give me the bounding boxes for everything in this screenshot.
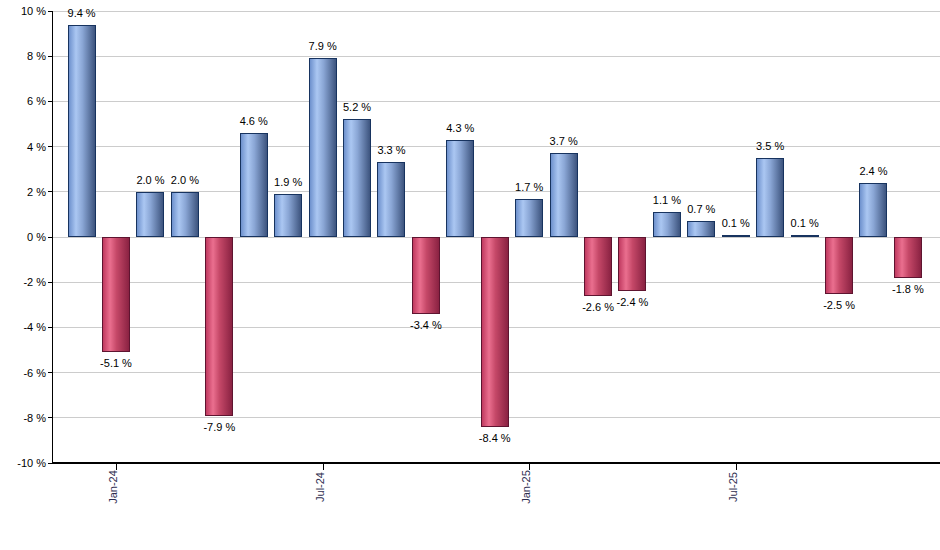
y-axis-label: -6 % (0, 366, 46, 380)
bar[interactable] (102, 237, 130, 352)
x-axis-label: Jan-24 (106, 465, 120, 509)
bar[interactable] (618, 237, 646, 291)
bar[interactable] (446, 140, 474, 237)
bar-value-label: -3.4 % (396, 318, 456, 332)
bar-value-label: 9.4 % (52, 6, 112, 20)
bar-value-label: 4.6 % (224, 114, 284, 128)
bar[interactable] (859, 183, 887, 237)
bar[interactable] (722, 235, 750, 237)
bar-value-label: 7.9 % (293, 39, 353, 53)
bar[interactable] (412, 237, 440, 314)
bar-value-label: 0.7 % (671, 202, 731, 216)
bar[interactable] (515, 199, 543, 237)
y-axis-label: 10 % (0, 4, 46, 18)
y-axis-label: 6 % (0, 94, 46, 108)
bar[interactable] (584, 237, 612, 296)
bar-value-label: -2.4 % (602, 295, 662, 309)
bar-value-label: -1.8 % (878, 282, 938, 296)
x-axis-label: Jul-24 (313, 465, 327, 509)
bar-value-label: 3.7 % (534, 134, 594, 148)
y-axis-label: -10 % (0, 456, 46, 470)
gridline (52, 101, 940, 102)
gridline (52, 146, 940, 147)
bar-value-label: -5.1 % (86, 356, 146, 370)
gridline (52, 11, 940, 12)
bar[interactable] (894, 237, 922, 278)
y-axis-label: 0 % (0, 230, 46, 244)
y-axis-label: 2 % (0, 185, 46, 199)
y-axis-label: 4 % (0, 140, 46, 154)
bar-value-label: 0.1 % (775, 216, 835, 230)
bar[interactable] (550, 153, 578, 237)
bar-value-label: 3.5 % (740, 139, 800, 153)
bar-value-label: 2.4 % (843, 164, 903, 178)
bar-value-label: -8.4 % (465, 431, 525, 445)
bar-value-label: -2.5 % (809, 298, 869, 312)
x-axis-label: Jul-25 (726, 465, 740, 509)
bar[interactable] (68, 25, 96, 237)
bar[interactable] (481, 237, 509, 427)
bar-value-label: 4.3 % (430, 121, 490, 135)
gridline (52, 56, 940, 57)
y-axis-label: -4 % (0, 320, 46, 334)
bar[interactable] (791, 235, 819, 237)
bar-value-label: 3.3 % (361, 143, 421, 157)
y-axis-label: -8 % (0, 411, 46, 425)
bar-value-label: -7.9 % (189, 420, 249, 434)
y-axis-label: 8 % (0, 49, 46, 63)
y-axis-label: -2 % (0, 275, 46, 289)
bar-value-label: 5.2 % (327, 100, 387, 114)
bar[interactable] (825, 237, 853, 294)
monthly-returns-bar-chart: 10 % 8 % 6 % 4 % 2 % 0 % -2 % -4 % -6 % -8 % -10 %… (0, 0, 940, 550)
y-axis-line (52, 11, 53, 463)
bar[interactable] (377, 162, 405, 237)
x-axis-line (52, 462, 940, 464)
bar[interactable] (309, 58, 337, 237)
bar[interactable] (136, 192, 164, 237)
bar[interactable] (205, 237, 233, 416)
bar[interactable] (171, 192, 199, 237)
x-axis-label: Jan-25 (519, 465, 533, 509)
bar[interactable] (343, 119, 371, 237)
bar[interactable] (274, 194, 302, 237)
bar-value-label: 2.0 % (155, 173, 215, 187)
